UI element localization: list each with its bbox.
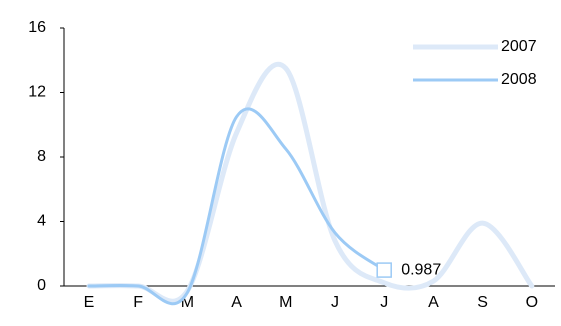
- series-line: [87, 107, 386, 306]
- y-tick-label: 12: [28, 84, 46, 101]
- y-tick-label: 8: [37, 148, 46, 165]
- series-line: [86, 61, 535, 304]
- x-tick-label: O: [526, 294, 538, 311]
- x-tick-label: E: [84, 294, 95, 311]
- x-tick-label: M: [279, 294, 292, 311]
- point-marker: [376, 262, 392, 278]
- y-tick-label: 16: [28, 19, 46, 36]
- y-tick-label: 0: [37, 277, 46, 294]
- x-tick-label: F: [133, 294, 143, 311]
- x-tick-label: J: [380, 294, 388, 311]
- legend-label: 2008: [501, 71, 537, 88]
- x-tick-label: J: [331, 294, 339, 311]
- legend-label: 2007: [501, 38, 537, 55]
- x-tick-label: A: [231, 294, 242, 311]
- x-tick-label: S: [477, 294, 488, 311]
- data-label: 0.987: [401, 261, 441, 278]
- x-tick-label: A: [428, 294, 439, 311]
- y-tick-label: 4: [37, 213, 46, 230]
